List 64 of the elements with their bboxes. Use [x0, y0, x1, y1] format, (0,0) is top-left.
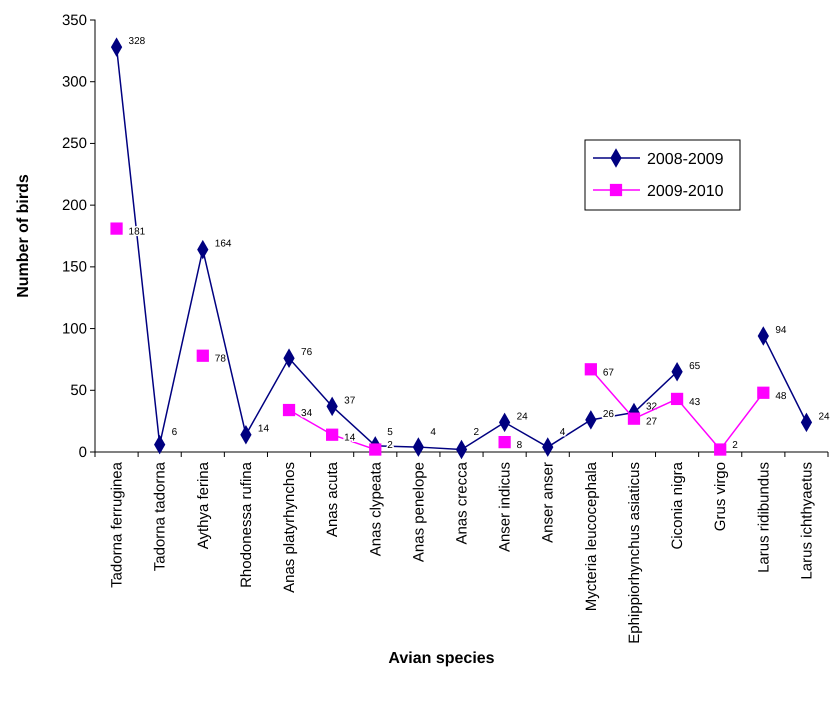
x-tick-label: Anser anser: [540, 462, 557, 543]
data-label: 8: [516, 440, 523, 451]
y-tick-label: 0: [78, 444, 87, 461]
x-tick-label: Ephippiorhynchus asiaticus: [626, 462, 643, 644]
data-label: 14: [344, 432, 356, 444]
data-label: 94: [775, 324, 787, 336]
point: [110, 222, 123, 235]
x-tick-label: Larus ichthyaetus: [798, 462, 816, 580]
point: [714, 443, 726, 456]
y-tick-label: 250: [62, 135, 87, 152]
data-label: 76: [301, 347, 313, 358]
y-tick-label: 150: [62, 258, 87, 276]
data-label: 27: [646, 416, 658, 428]
x-tick-label: Larus ridibundus: [755, 462, 772, 573]
data-label: 14: [258, 424, 270, 435]
data-label: 4: [560, 427, 566, 438]
x-tick-label: Grus virgo: [712, 462, 730, 532]
x-tick-label: Ciconia nigra: [669, 461, 686, 550]
x-tick-label: Rhodonessa rufina: [238, 461, 255, 588]
x-tick-label: Mycteria leucocephala: [582, 461, 600, 612]
y-tick-label: 300: [62, 74, 87, 91]
data-label: 164: [214, 238, 232, 250]
point: [584, 363, 597, 376]
x-tick-label: Anas crecca: [454, 461, 470, 545]
data-label: 78: [214, 354, 226, 365]
point: [670, 392, 684, 406]
data-label: 6: [172, 427, 178, 438]
x-tick-label: Aythya ferina: [194, 461, 212, 550]
data-label: 2: [474, 427, 480, 438]
point: [498, 436, 511, 448]
data-label: 24: [516, 411, 528, 422]
point: [628, 412, 640, 425]
y-tick-label: 50: [70, 382, 87, 400]
data-label: 37: [344, 395, 356, 406]
point: [196, 350, 209, 362]
data-label: 48: [775, 390, 787, 402]
data-label: 4: [430, 427, 436, 438]
x-axis-title: Avian species: [388, 650, 495, 667]
x-tick-label: Anser indicus: [496, 462, 514, 552]
y-tick-label: 200: [62, 196, 87, 214]
data-label: 2: [732, 440, 738, 451]
x-tick-label: Tadorna ferruginea: [108, 461, 126, 588]
data-label: 24: [818, 411, 830, 422]
legend-label: 2009-2010: [647, 183, 724, 200]
data-label: 5: [387, 427, 394, 438]
y-tick-label: 100: [62, 320, 87, 338]
point: [369, 443, 382, 456]
y-axis-title: Number of birds: [15, 174, 32, 298]
x-tick-label: Anas penelope: [410, 462, 428, 562]
x-tick-label: Tadorna tadorna: [152, 461, 169, 572]
point: [326, 428, 338, 441]
point: [757, 386, 770, 399]
data-label: 328: [128, 36, 146, 48]
x-tick-label: Anas platyrhynchos: [281, 462, 298, 593]
y-tick-label: 350: [62, 12, 87, 29]
data-label: 32: [646, 402, 658, 413]
point: [282, 404, 296, 416]
data-label: 67: [602, 367, 614, 378]
x-tick-label: Anas acuta: [324, 461, 342, 538]
data-label: 65: [689, 360, 701, 372]
data-label: 34: [301, 408, 313, 420]
x-tick-label: Anas clypeata: [367, 461, 384, 556]
data-label: 43: [689, 396, 701, 408]
legend-label: 2008-2009: [647, 151, 724, 168]
